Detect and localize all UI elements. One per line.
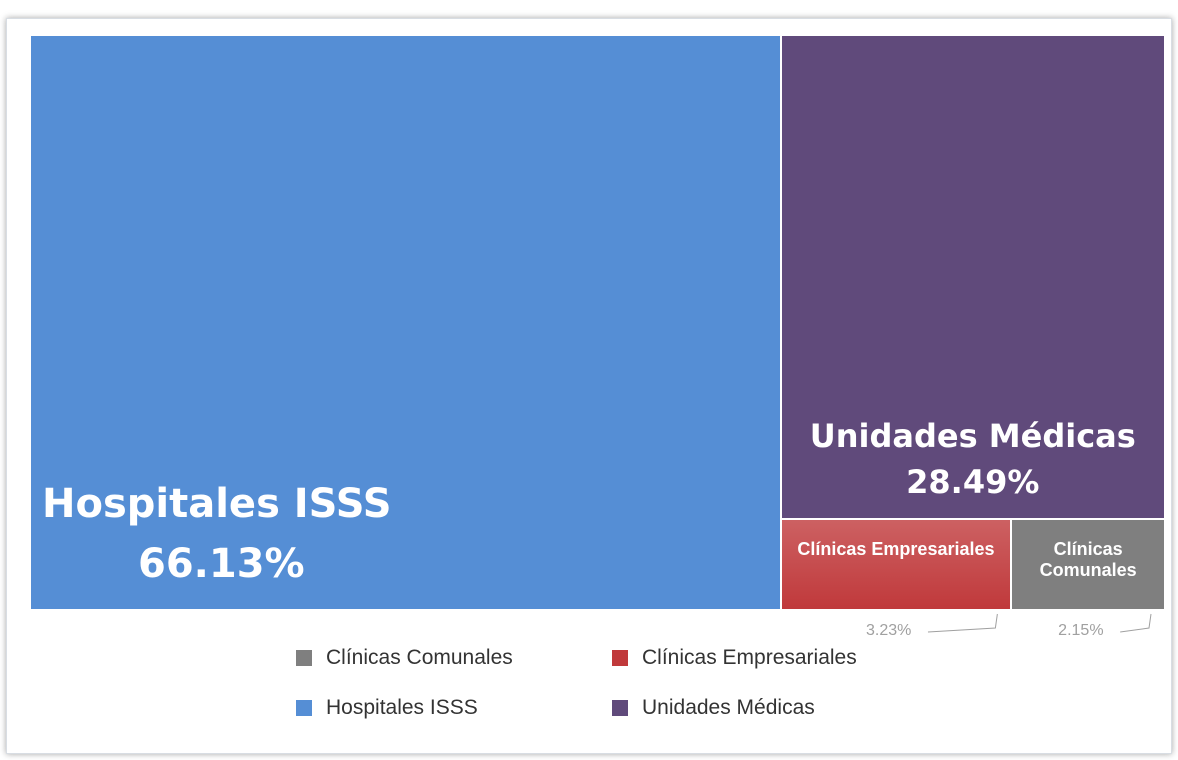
legend-swatch <box>296 700 312 716</box>
tile-label: Unidades Médicas <box>809 416 1136 455</box>
legend-item: Unidades Médicas <box>612 696 815 720</box>
tile <box>780 35 1165 519</box>
legend-label: Unidades Médicas <box>642 696 815 719</box>
legend-item: Clínicas Empresariales <box>612 646 857 670</box>
tile-value-outside: 3.23% <box>865 622 912 639</box>
legend-label: Clínicas Empresariales <box>642 646 857 669</box>
tile-label: Clínicas Empresariales <box>797 538 995 559</box>
tile-label: Clínicas Comunales <box>1039 538 1137 581</box>
tile <box>30 35 781 610</box>
legend-item: Clínicas Comunales <box>296 646 513 670</box>
leader-line <box>927 613 998 633</box>
legend-swatch <box>612 650 628 666</box>
tile-value: 66.13% <box>138 541 305 587</box>
tile-label: Hospitales ISSS <box>42 481 392 527</box>
tile <box>1011 518 1165 610</box>
legend-item: Hospitales ISSS <box>296 696 478 720</box>
legend-swatch <box>612 700 628 716</box>
legend-label: Hospitales ISSS <box>326 696 478 719</box>
tile-value-outside: 2.15% <box>1058 622 1104 639</box>
legend-swatch <box>296 650 312 666</box>
legend-label: Clínicas Comunales <box>326 646 513 669</box>
leader-line <box>1120 613 1152 633</box>
tile-value: 28.49% <box>906 462 1040 501</box>
tile <box>780 518 1012 610</box>
